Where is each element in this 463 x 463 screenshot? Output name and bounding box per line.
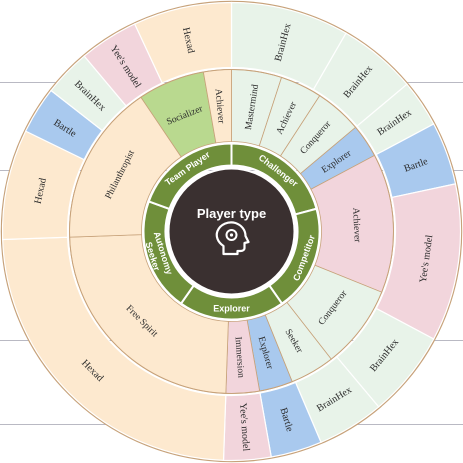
outer-label-text: Yee's model xyxy=(237,403,251,452)
middle-border xyxy=(69,69,394,394)
middle-label: Achiever xyxy=(213,88,226,124)
inner-label-text: Explorer xyxy=(213,304,250,314)
middle-label-text: Immersion xyxy=(233,336,246,378)
outer-label: Hexad xyxy=(33,177,49,205)
outer-label: Yee's model xyxy=(237,403,251,452)
head-gears-icon xyxy=(215,221,250,256)
middle-label: Immersion xyxy=(233,336,246,378)
center-hub: Player type xyxy=(169,169,294,294)
center-title: Player type xyxy=(197,206,266,221)
inner-label: Explorer xyxy=(213,304,250,314)
middle-label: Achiever xyxy=(350,207,362,243)
middle-label-text: Achiever xyxy=(213,88,226,124)
outer-segment xyxy=(133,1,233,84)
inner-segment xyxy=(147,142,233,211)
middle-label-text: Achiever xyxy=(350,207,362,243)
center-disc xyxy=(169,169,294,294)
outer-label-text: Hexad xyxy=(33,177,49,205)
middle-ring: Mastermind AchieverConquerorExplorerAchie… xyxy=(69,69,394,394)
